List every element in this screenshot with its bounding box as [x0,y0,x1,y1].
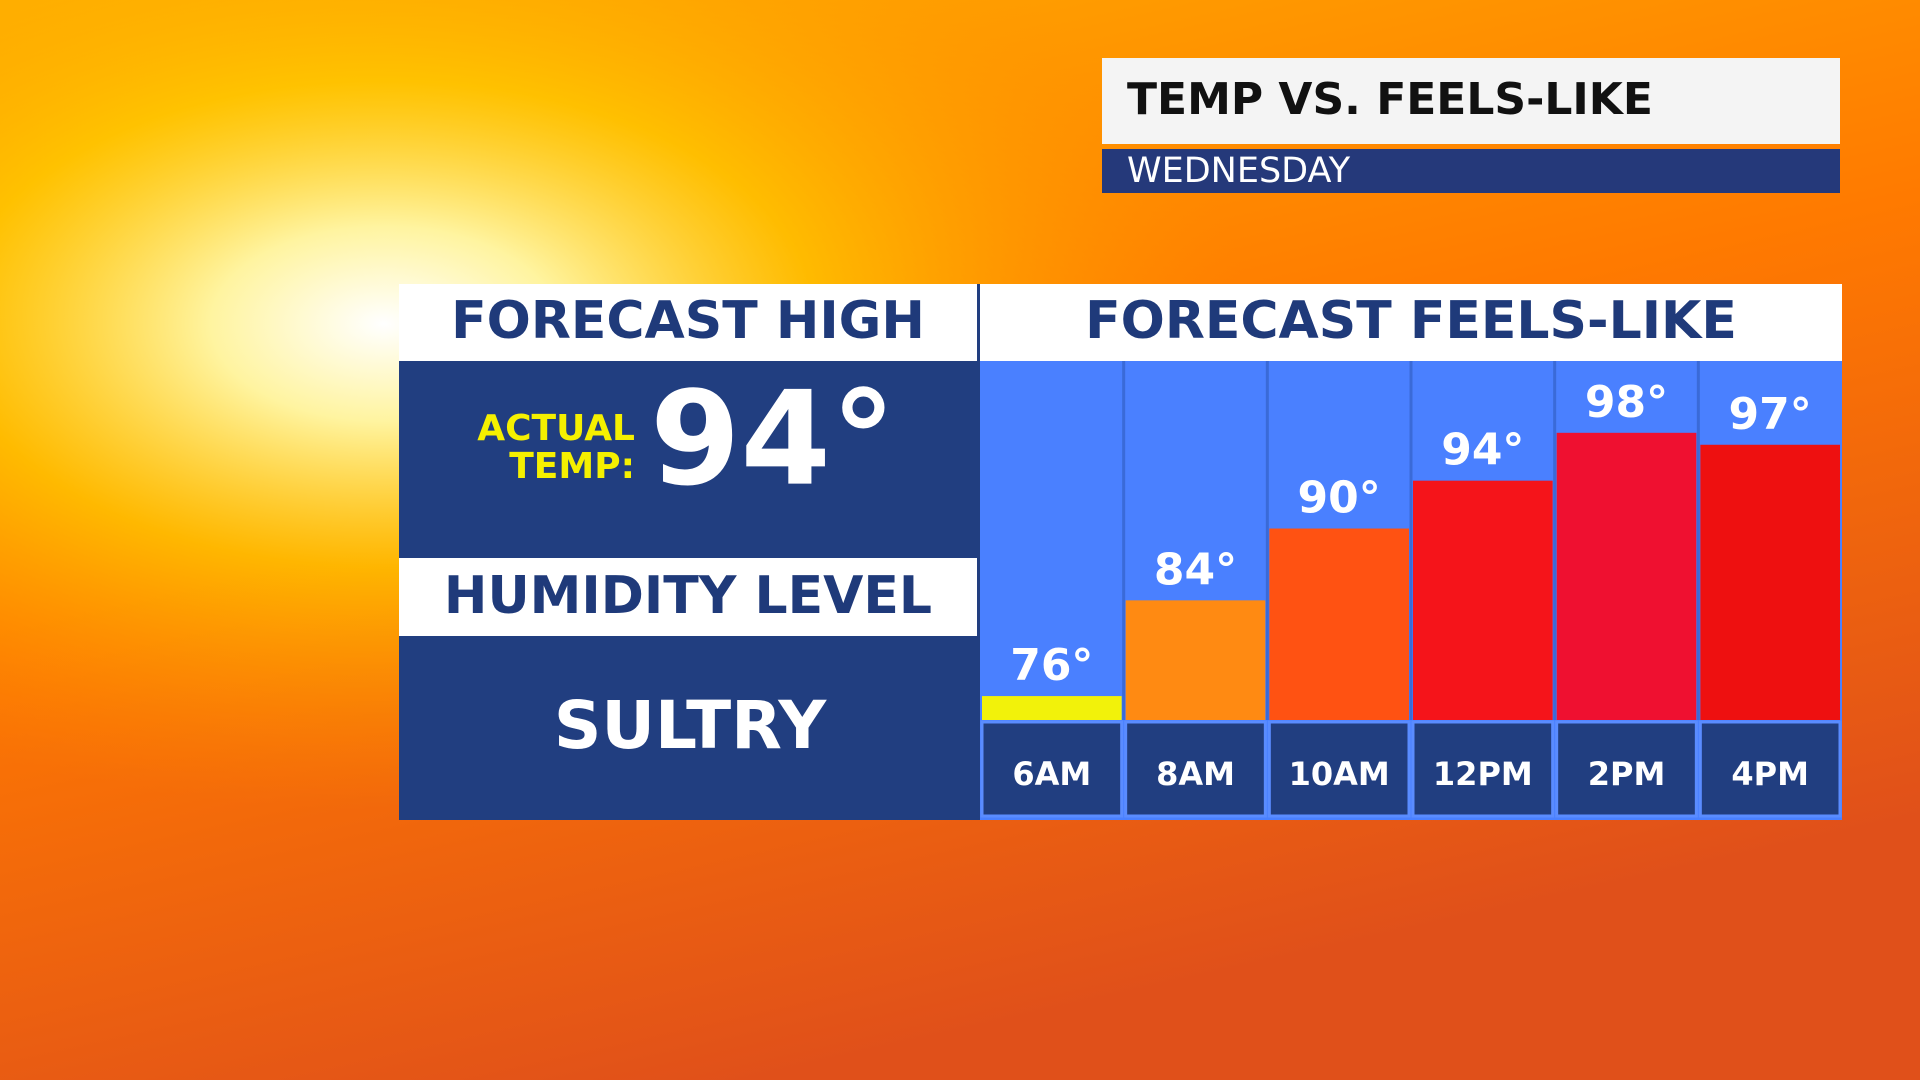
x-tick-label: 10AM [1289,755,1390,793]
category-cell [980,720,1124,818]
humidity-heading: HUMIDITY LEVEL [444,566,932,626]
category-cell [1698,720,1842,818]
subtitle: WEDNESDAY [1127,151,1351,191]
category-cell [1411,720,1555,818]
column-separator [1696,361,1700,720]
value-label: 94° [1441,425,1524,476]
value-label: 90° [1298,473,1381,524]
column-separator [1409,361,1413,720]
subtitle-box [1102,149,1840,193]
x-tick-label: 2PM [1588,755,1666,793]
humidity-value: SULTRY [554,687,827,764]
bar [1269,528,1409,720]
high-heading-box [399,284,977,361]
bar [1125,600,1266,720]
bar [1556,432,1697,720]
humidity-box [399,636,977,820]
bar [1413,480,1553,720]
actual-label: TEMP: [509,446,635,487]
actual-temp: 94° [650,363,896,515]
category-cell [1555,720,1698,818]
category-cell [1124,720,1267,818]
actual-box [399,361,977,558]
humidity-heading-box [399,558,977,636]
bar [982,696,1122,720]
value-label: 98° [1585,377,1668,428]
value-label: 76° [1010,640,1093,691]
x-tick-label: 12PM [1433,755,1533,793]
x-tick-label: 4PM [1731,755,1809,793]
bar [1700,444,1840,720]
actual-label: ACTUAL [477,408,635,449]
high-heading: FORECAST HIGH [451,291,925,351]
column-separator [1553,361,1557,720]
chart-title: FORECAST FEELS-LIKE [1085,291,1737,351]
category-cell [1267,720,1411,818]
x-tick-label: 8AM [1156,755,1235,793]
column-separator [1265,361,1269,720]
divider [977,284,980,820]
column-separator [1122,361,1126,720]
value-label: 84° [1154,544,1237,595]
title-box [1102,58,1840,144]
title: TEMP VS. FEELS-LIKE [1127,74,1653,125]
value-label: 97° [1729,389,1812,440]
chart-title-box [980,284,1842,361]
x-tick-label: 6AM [1012,755,1091,793]
